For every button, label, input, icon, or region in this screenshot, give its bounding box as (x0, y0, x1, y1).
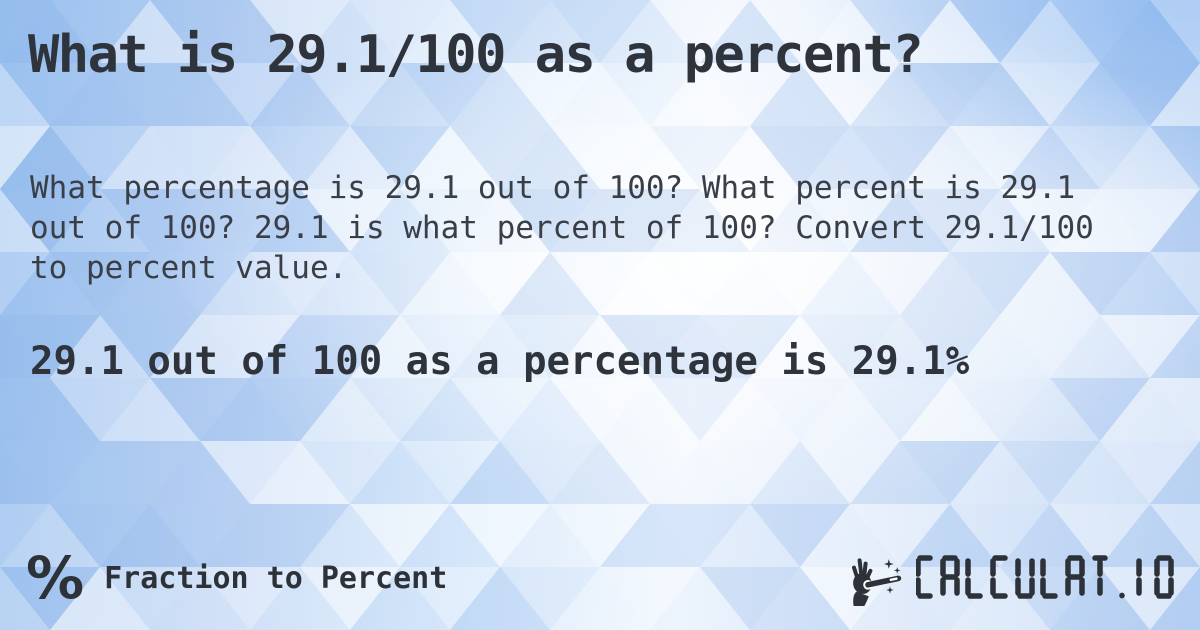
category-label: Fraction to Percent (104, 560, 448, 596)
sparkle-star (884, 559, 894, 569)
answer-heading: 29.1 out of 100 as a percentage is 29.1% (30, 339, 970, 384)
category-badge: % Fraction to Percent (26, 548, 447, 608)
sparkle-star (886, 586, 894, 594)
wand-tip-highlight (889, 577, 898, 582)
percent-icon: % (26, 544, 85, 612)
brand-wordmark (916, 555, 1174, 599)
question-description: What percentage is 29.1 out of 100? What… (30, 170, 1094, 286)
brand-logo (844, 550, 1174, 606)
magic-wand-hand-icon (852, 558, 902, 606)
sparkle-star (893, 567, 901, 574)
page-title: What is 29.1/100 as a percent? (28, 25, 924, 85)
footer-bar: % Fraction to Percent (26, 546, 1174, 610)
